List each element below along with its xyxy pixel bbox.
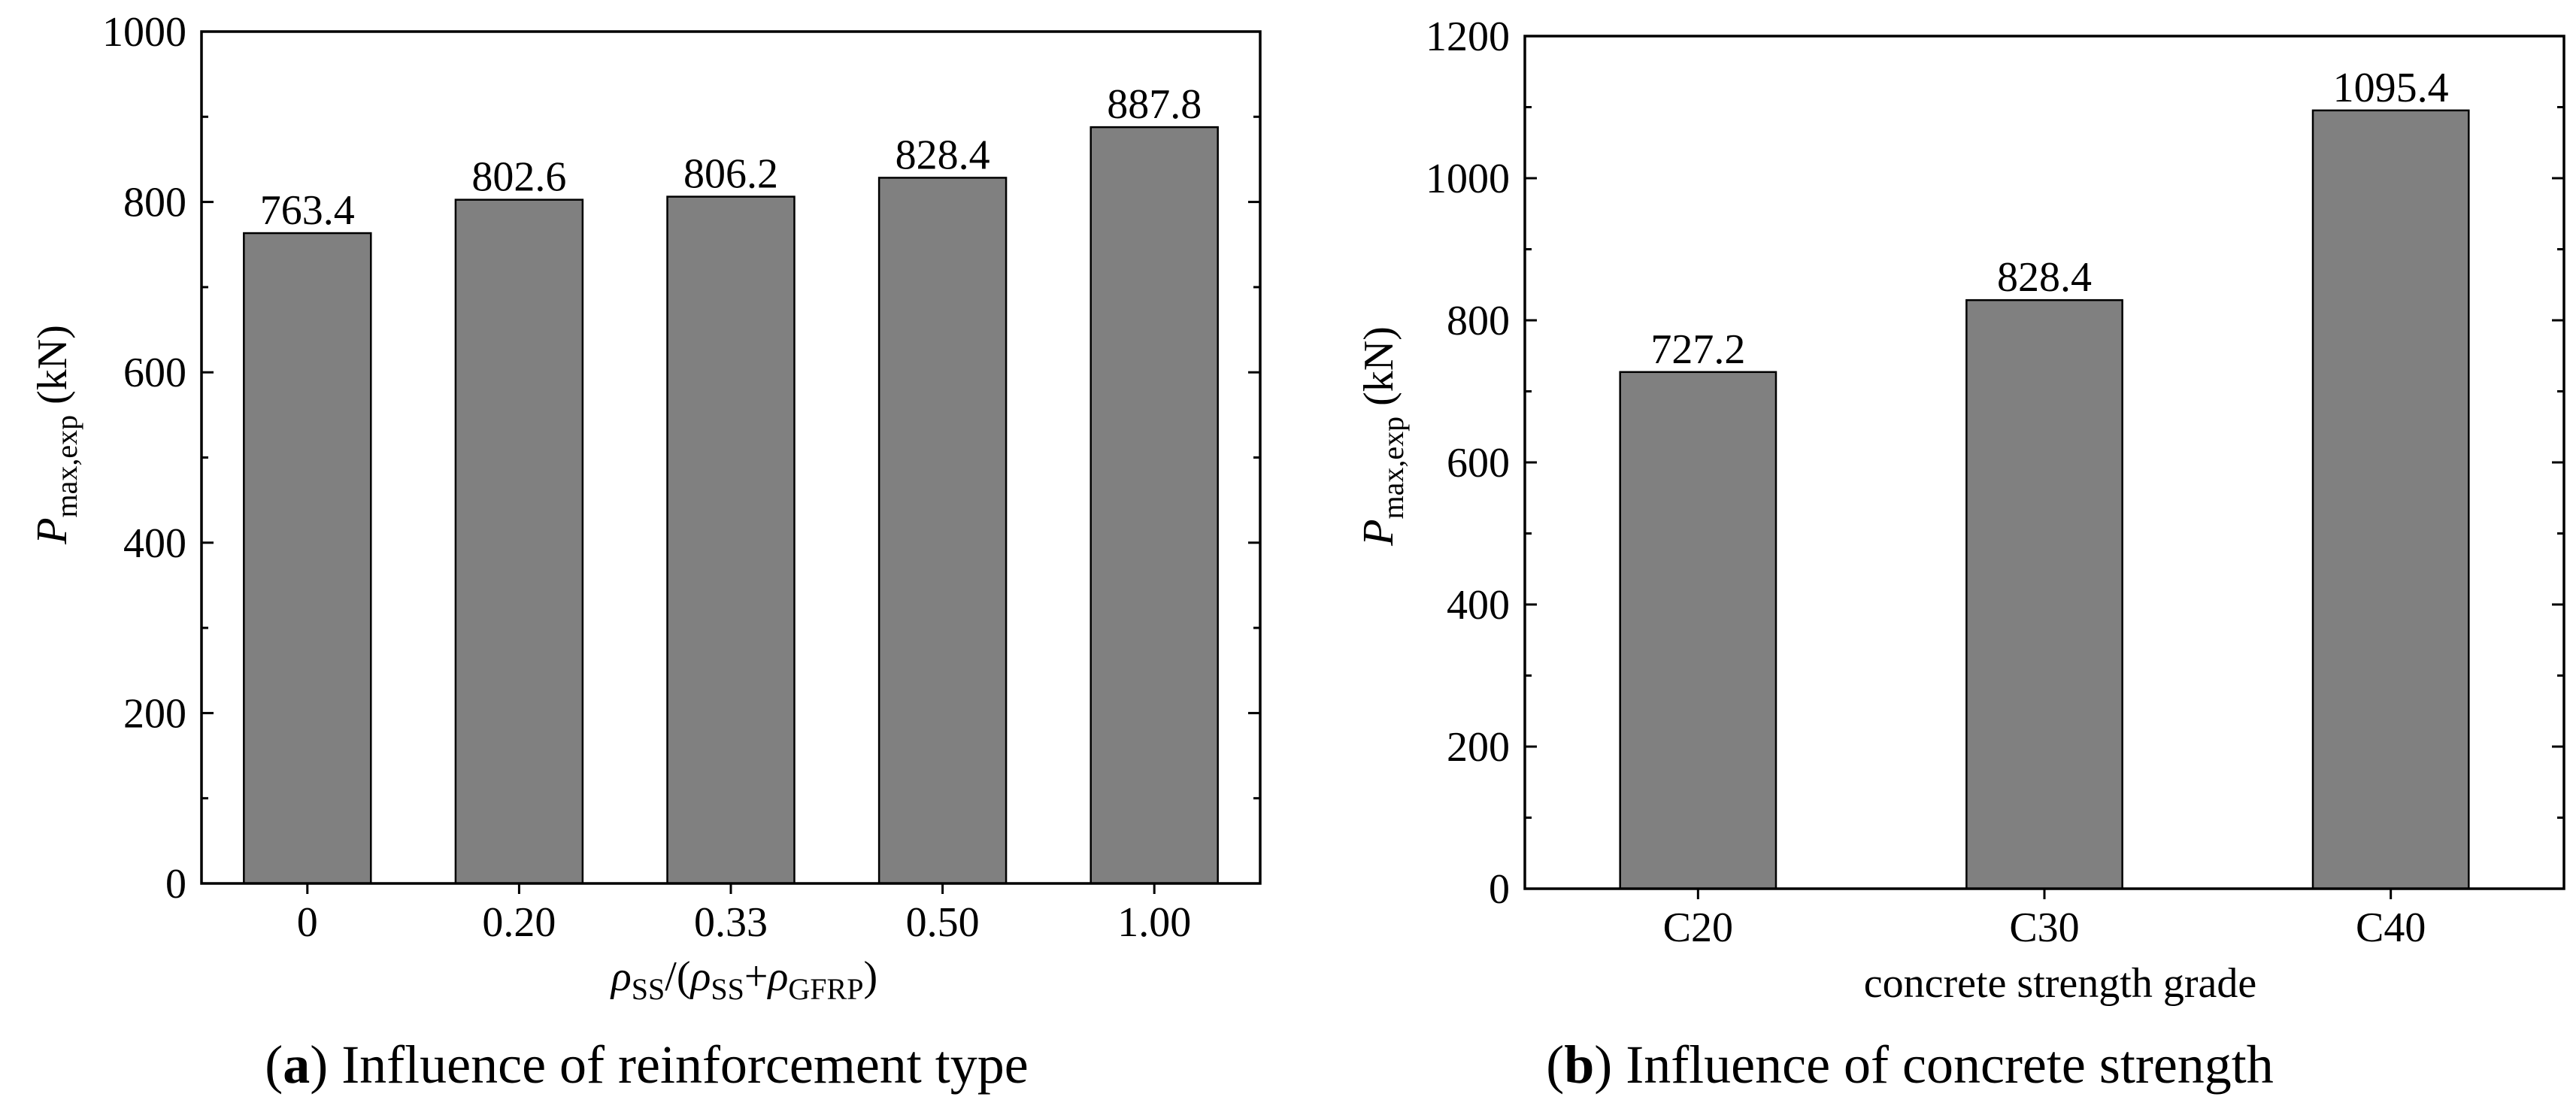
chart-a-y-tick-label: 200: [123, 690, 186, 737]
chart-concrete-strength: 0 200 400 600 800 1000 1200 727.2 C20 828.4 C30 109…: [1353, 14, 2565, 1095]
chart-b-y-tick-label: 1200: [1426, 14, 1510, 60]
chart-a-bar-1: [243, 232, 372, 885]
chart-b-x-tick-label-1: C20: [1663, 904, 1733, 951]
chart-a-y-axis-label: Pmax,exp (kN): [27, 325, 83, 545]
chart-b-x-tick-label-2: C30: [2009, 904, 2079, 951]
chart-a-y-tick-label: 400: [123, 520, 186, 567]
chart-b-bar-2: [1965, 298, 2123, 890]
chart-a-plot-frame: [200, 30, 1262, 885]
chart-b-y-tick-label: 200: [1447, 724, 1510, 771]
chart-a-data-label-4: 828.4: [896, 132, 990, 178]
chart-b-plot-frame: [1523, 35, 2565, 890]
chart-a-y-tick-label: 1000: [102, 9, 186, 56]
chart-b-data-label-3: 1095.4: [2333, 65, 2449, 111]
chart-b-data-label-1: 727.2: [1650, 326, 1745, 373]
chart-a-caption: (a) Influence of reinforcement type: [265, 1035, 1029, 1095]
chart-b-bar-3: [2311, 109, 2470, 890]
chart-reinforcement-type: 0 200 400 600 800 1000 763.4 0 802.6 0.20 806.2 0.3…: [27, 9, 1262, 1095]
chart-a-x-tick-label-2: 0.20: [482, 899, 556, 946]
chart-b-bar-1: [1619, 371, 1777, 890]
chart-a-x-tick-label-1: 0: [297, 899, 318, 946]
chart-a-bar-3: [666, 195, 796, 885]
chart-b-y-tick-label: 1000: [1426, 156, 1510, 202]
chart-b-y-tick-label: 400: [1447, 582, 1510, 629]
chart-a-x-tick-label-5: 1.00: [1117, 899, 1191, 946]
chart-b-y-tick-label: 600: [1447, 440, 1510, 486]
chart-b-y-tick-label: 800: [1447, 298, 1510, 344]
chart-a-x-tick-label-3: 0.33: [694, 899, 768, 946]
chart-a-x-axis-label: ρSS/(ρSS+ρGFRP): [610, 953, 877, 1006]
chart-b-x-axis-label: concrete strength grade: [1864, 960, 2256, 1007]
chart-a-data-label-5: 887.8: [1107, 81, 1202, 128]
chart-a-bar-5: [1089, 126, 1219, 885]
chart-b-marks: 0 200 400 600 800 1000 1200 727.2 C20 828.4 C30 109…: [1426, 14, 2565, 951]
chart-a-y-tick-label: 800: [123, 180, 186, 226]
chart-a-x-tick-label-4: 0.50: [906, 899, 980, 946]
chart-a-y-tick-label: 600: [123, 350, 186, 396]
chart-a-y-tick-label: 0: [165, 861, 186, 908]
chart-a-bar-2: [454, 198, 584, 885]
chart-a-marks: 0 200 400 600 800 1000 763.4 0 802.6 0.20 806.2 0.3…: [102, 9, 1262, 946]
chart-b-y-tick-label: 0: [1489, 866, 1510, 913]
chart-b-caption: (b) Influence of concrete strength: [1546, 1035, 2274, 1095]
chart-b-y-axis-label: Pmax,exp (kN): [1353, 326, 1410, 547]
chart-b-data-label-2: 828.4: [1997, 254, 2092, 301]
chart-a-bar-4: [877, 177, 1008, 885]
chart-a-data-label-3: 806.2: [683, 151, 778, 198]
chart-b-x-tick-label-3: C40: [2356, 904, 2426, 951]
chart-a-data-label-2: 802.6: [471, 154, 566, 201]
chart-a-data-label-1: 763.4: [260, 187, 355, 234]
